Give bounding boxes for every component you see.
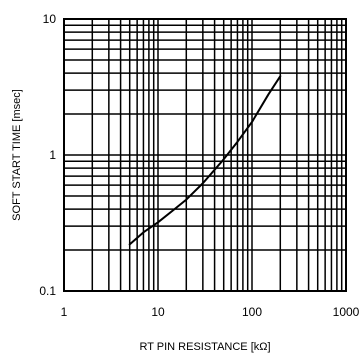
y-tick-label: 1 <box>49 148 56 162</box>
plot-frame <box>63 18 347 292</box>
x-tick-label: 10 <box>151 305 165 319</box>
x-tick-label: 100 <box>242 305 262 319</box>
x-tick-label: 1000 <box>333 305 359 319</box>
tick-layer: 1 10 100 1000 0.1 1 10 <box>39 12 359 319</box>
series-layer <box>128 75 282 246</box>
y-axis-title: SOFT START TIME [msec] <box>11 89 23 221</box>
y-tick-label: 0.1 <box>39 284 56 298</box>
grid-layer <box>64 19 346 291</box>
x-tick-label: 1 <box>61 305 68 319</box>
series-line <box>128 75 282 246</box>
x-axis-title: RT PIN RESISTANCE [kΩ] <box>139 341 270 353</box>
y-tick-label: 10 <box>43 12 57 26</box>
